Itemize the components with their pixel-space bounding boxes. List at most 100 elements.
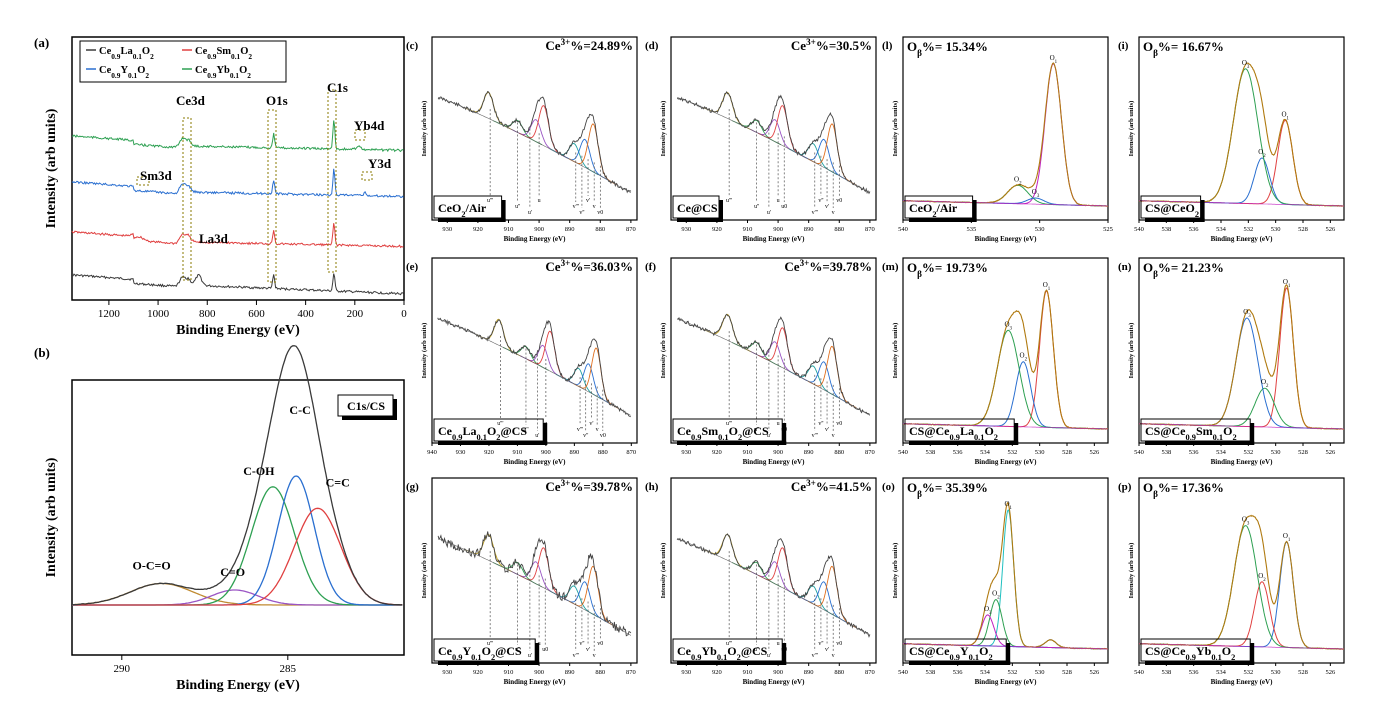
- panel-letter: (b): [34, 345, 50, 360]
- o-beta-percent: Oβ%= 21.23%: [1143, 260, 1224, 279]
- fit-peak: [903, 290, 1108, 430]
- x-tick-label: 528: [1062, 449, 1072, 456]
- x-tick-label: 940: [427, 449, 437, 456]
- panel-b: 290 285 Binding Energy (eV) Intensity (arb …: [34, 345, 405, 693]
- spectrum-line: [676, 90, 871, 195]
- label-shadow: [438, 661, 540, 665]
- x-tick-label: 930: [681, 669, 691, 676]
- x-tick-label: 538: [1161, 226, 1171, 233]
- x-tick-label: 526: [1325, 669, 1336, 676]
- peak-label: u'': [515, 204, 520, 210]
- panel-l: 540 535 530 525 Binding Energy (eV) Intensity…: [882, 36, 1113, 243]
- x-tick-label: 870: [865, 449, 875, 456]
- x-tick-label: 880: [834, 226, 844, 233]
- legend-entry: Ce0.9Y0.1O2: [99, 65, 149, 80]
- background-line: [1139, 200, 1344, 207]
- x-tick-label: 880: [834, 449, 844, 456]
- x-axis-label: Binding Energy (eV): [1211, 678, 1274, 686]
- label-shadow: [1200, 200, 1205, 222]
- peak-label: u: [777, 421, 780, 427]
- peak-label: O2: [1020, 352, 1028, 363]
- x-tick-label: 540: [898, 226, 908, 233]
- peak-label: v0: [597, 210, 603, 216]
- panel-f: 930 920 910 900 890 880 870 Binding Energy (eV)…: [645, 257, 877, 466]
- x-tick-label: 540: [1134, 226, 1144, 233]
- x-tick-label: 528: [1298, 449, 1308, 456]
- fit-peak: [72, 589, 403, 606]
- panel-letter: (a): [34, 35, 49, 50]
- peak-label: u'': [754, 427, 759, 433]
- x-tick-label: 0: [401, 308, 407, 320]
- sample-label: Ce@CS: [672, 195, 723, 222]
- label-shadow: [543, 423, 548, 445]
- x-tick-label: 930: [442, 669, 452, 676]
- fit-peak: [903, 509, 1108, 650]
- survey-line-1: [71, 223, 404, 249]
- legend-entry: Ce0.9La0.1O2: [99, 46, 154, 61]
- y-axis-label: Intensity (arb units): [660, 543, 667, 599]
- label-shadow: [909, 441, 1019, 445]
- background-line: [437, 318, 631, 416]
- peak-label: C-C: [289, 403, 310, 417]
- peak-label: O3: [1032, 188, 1040, 199]
- spectrum-line: [437, 90, 632, 194]
- plot-frame: [902, 257, 1109, 444]
- peak-label: u'': [754, 647, 759, 653]
- label-shadow: [1014, 423, 1019, 445]
- peak-label: v'': [818, 198, 823, 204]
- x-axis-label: Binding Energy (eV): [743, 458, 806, 466]
- sample-text: CS@Ce0.9Yb0.1O2: [1145, 644, 1235, 662]
- x-tick-label: 930: [681, 449, 691, 456]
- legend: Ce0.9La0.1O2 Ce0.9Sm0.1O2 Ce0.9Y0.1O2 Ce0.9…: [79, 40, 287, 83]
- plot-frame: [431, 36, 638, 221]
- peak-label: u': [767, 653, 771, 659]
- o-beta-percent: Oβ%= 16.67%: [1143, 39, 1224, 58]
- peak-label: v''': [577, 427, 583, 433]
- spectrum-line: [676, 533, 871, 638]
- fit-peak: [799, 581, 849, 624]
- label-shadow: [438, 218, 506, 222]
- x-tick-label: 540: [898, 449, 908, 456]
- plot-frame: [1138, 36, 1345, 221]
- label-shadow: [342, 416, 397, 420]
- peak-label: v': [825, 204, 829, 210]
- background-line: [677, 318, 871, 416]
- fit-peak: [511, 561, 561, 597]
- x-tick-label: 540: [1134, 449, 1144, 456]
- x-axis-label: Binding Energy (eV): [743, 678, 806, 686]
- peak-label: O1: [1004, 500, 1012, 511]
- plot-frame: [902, 36, 1109, 221]
- spectrum-line: [676, 313, 871, 415]
- x-tick-label: 540: [1134, 669, 1144, 676]
- x-tick-label: 920: [712, 226, 722, 233]
- label-shadow: [438, 441, 548, 445]
- peak-label: v0: [597, 641, 603, 647]
- fit-peak: [799, 138, 849, 182]
- x-tick-label: 890: [804, 226, 814, 233]
- sample-text: CS@Ce0.9La0.1O2: [909, 424, 998, 442]
- sample-text: CeO2/Air: [909, 201, 958, 219]
- background-line: [438, 538, 632, 636]
- background-line: [438, 97, 632, 194]
- x-tick-label: 930: [442, 226, 452, 233]
- peak-label: u': [767, 433, 771, 439]
- fit-peak: [807, 345, 857, 409]
- panel-letter: (e): [406, 261, 419, 273]
- panel-e: 940 930 920 910 900 890 880 870 Binding Energy (…: [406, 257, 638, 466]
- fit-peak: [702, 313, 753, 353]
- fit-envelope: [902, 501, 1108, 650]
- peak-label: v0: [600, 433, 606, 439]
- sample-label: Ce0.9Yb0.1O2@CS: [672, 638, 787, 665]
- x-axis-label: Binding Energy (eV): [1211, 458, 1274, 466]
- peak-label: u'': [754, 204, 759, 210]
- plot-frame: [71, 36, 405, 301]
- o-beta-percent: Oβ%= 15.34%: [907, 39, 988, 58]
- annotation-box-4: [361, 171, 373, 181]
- x-tick-label: 534: [1216, 669, 1227, 676]
- peak-label: O3: [1243, 308, 1251, 319]
- peak-label: v': [586, 198, 590, 204]
- sample-label: C1s/CS: [337, 394, 397, 420]
- peak-label: v: [832, 433, 835, 439]
- x-tick-label: 532: [1243, 226, 1253, 233]
- background-line: [1139, 423, 1344, 430]
